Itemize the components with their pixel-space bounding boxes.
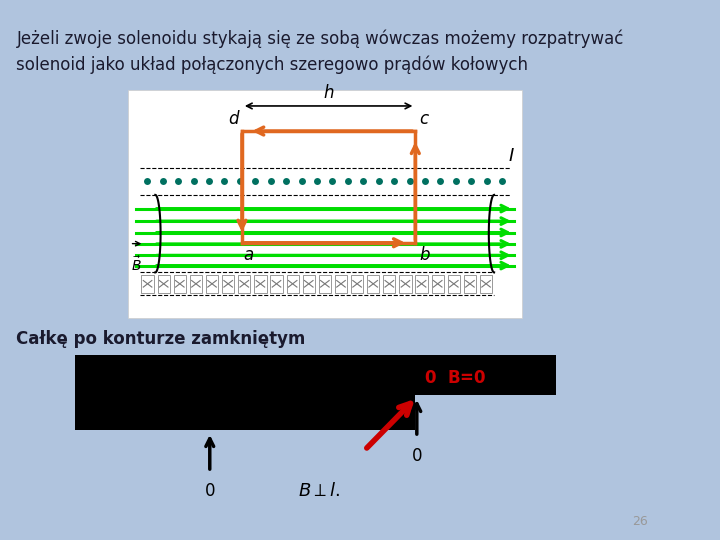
Text: d: d [228, 110, 238, 128]
Bar [415, 275, 428, 293]
Text: a: a [244, 246, 254, 264]
Text: 0  $\mathbf{B}$=0: 0 $\mathbf{B}$=0 [424, 369, 487, 387]
Bar [383, 275, 395, 293]
Bar [238, 275, 251, 293]
Text: c: c [419, 110, 428, 128]
Text: $B\perp l.$: $B\perp l.$ [298, 482, 341, 500]
Bar [448, 275, 460, 293]
Bar [141, 275, 153, 293]
Text: 0: 0 [412, 447, 422, 465]
Bar [351, 275, 363, 293]
Bar [335, 275, 347, 293]
Bar [158, 275, 170, 293]
Bar [415, 355, 557, 395]
Bar [222, 275, 234, 293]
Bar [400, 275, 412, 293]
Bar [127, 90, 522, 318]
Text: 26: 26 [632, 515, 647, 528]
Bar [174, 275, 186, 293]
Bar [190, 275, 202, 293]
Text: $\vec{B}$: $\vec{B}$ [132, 255, 142, 274]
Text: b: b [419, 246, 429, 264]
Text: 0: 0 [204, 482, 215, 500]
Bar [302, 275, 315, 293]
Bar [464, 275, 476, 293]
Bar [480, 275, 492, 293]
Bar [75, 355, 415, 430]
Bar [367, 275, 379, 293]
Bar [319, 275, 331, 293]
Text: Całkę po konturze zamkniętym: Całkę po konturze zamkniętym [17, 330, 306, 348]
Text: Jeżeli zwoje solenoidu stykają się ze sobą wówczas możemy rozpatrywać
solenoid j: Jeżeli zwoje solenoidu stykają się ze so… [17, 30, 624, 74]
Text: $I$: $I$ [508, 147, 514, 165]
Bar [287, 275, 299, 293]
Bar [431, 275, 444, 293]
Bar [254, 275, 266, 293]
Bar [271, 275, 283, 293]
Text: $h$: $h$ [323, 84, 334, 102]
Bar [206, 275, 218, 293]
